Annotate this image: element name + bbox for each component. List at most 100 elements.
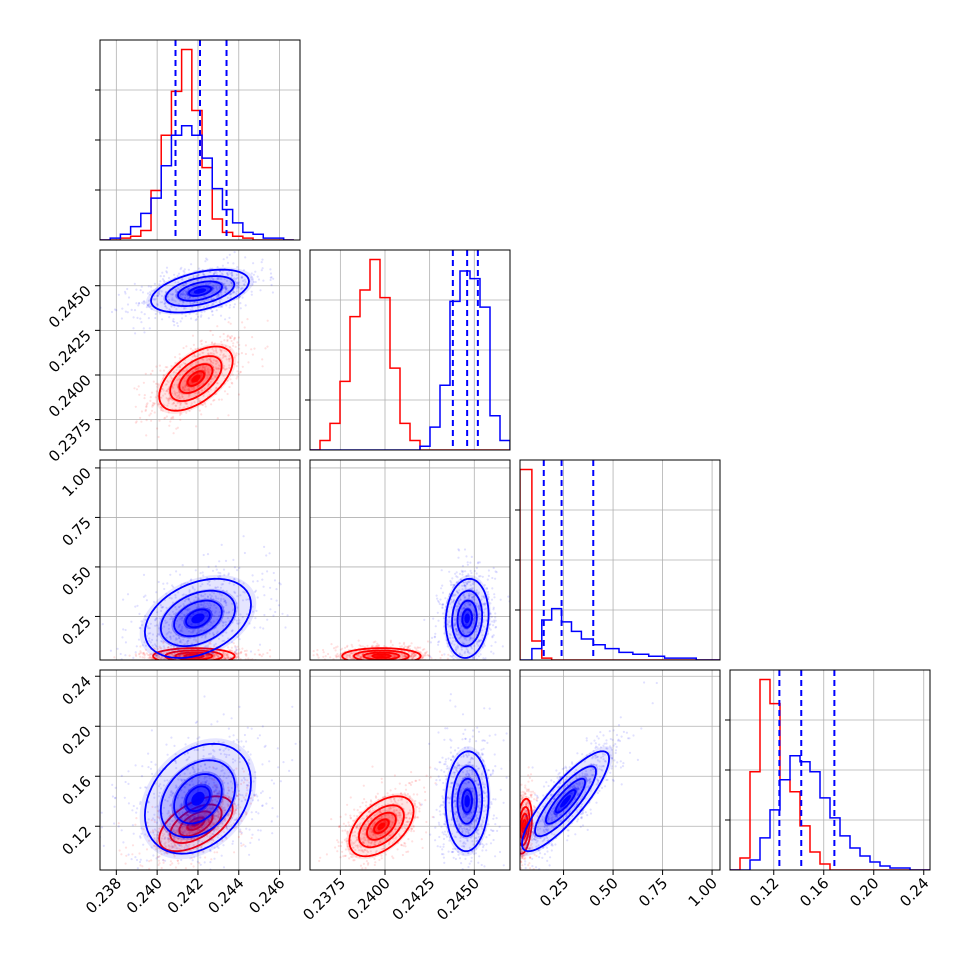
panel-frame <box>99 39 301 241</box>
contour-line <box>534 765 597 838</box>
histogram-series-b <box>100 48 294 240</box>
contour-line <box>178 810 214 837</box>
histogram-series-a <box>100 124 294 240</box>
panel-frame <box>99 669 301 871</box>
contour-line <box>158 795 234 853</box>
contour-line <box>451 765 483 838</box>
joint-panel-2-3 <box>519 669 721 871</box>
contour-line <box>461 789 473 814</box>
density-fill <box>560 795 571 808</box>
contour-line <box>186 370 206 387</box>
contour-line <box>185 785 211 812</box>
panel-frame <box>519 669 721 871</box>
contour-line <box>177 280 223 302</box>
x-tick-label: 0.20 <box>846 874 882 910</box>
panel-frame <box>99 249 301 451</box>
joint-panel-0-3 <box>99 669 301 871</box>
density-fill <box>464 795 470 808</box>
x-tick-label: 0.242 <box>164 874 207 917</box>
contour-line <box>341 647 422 660</box>
marginal-panel-2 <box>515 459 721 661</box>
panel-frame <box>729 669 931 871</box>
density-fill <box>376 655 387 657</box>
panel-frame <box>309 249 511 451</box>
marginal-panel-3 <box>725 669 931 871</box>
x-tick-label: 0.244 <box>205 874 248 917</box>
density-fill <box>523 822 525 830</box>
contour-line <box>554 789 577 814</box>
histogram-series-b <box>520 468 720 660</box>
y-tick-label: 0.2425 <box>45 326 95 376</box>
contour-line <box>185 608 211 629</box>
x-tick-label: 0.2425 <box>389 874 439 924</box>
contour-line <box>357 804 405 849</box>
contour-line <box>456 599 478 638</box>
y-tick-label: 0.25 <box>58 613 94 649</box>
contour-line <box>178 363 214 394</box>
contour-line <box>362 651 401 660</box>
x-tick-label: 0.25 <box>536 874 572 910</box>
contour-line <box>520 797 533 855</box>
contour-line <box>461 608 473 629</box>
y-tick-label: 1.00 <box>58 464 94 500</box>
x-tick-label: 0.246 <box>245 874 288 917</box>
histogram-series-b <box>730 678 930 870</box>
marginal-panel-0 <box>95 39 301 241</box>
contour-line <box>456 777 478 825</box>
contour-line <box>444 750 490 853</box>
density-fill <box>193 288 207 294</box>
x-tick-label: 0.12 <box>746 874 782 910</box>
panel-frame <box>309 669 511 871</box>
joint-panel-0-2 <box>99 459 301 661</box>
contour-line <box>348 795 415 858</box>
y-tick-label: 0.12 <box>58 822 94 858</box>
contour-line <box>159 759 237 839</box>
contour-line <box>451 589 483 648</box>
joint-panel-1-3 <box>309 669 511 871</box>
contour-line <box>164 275 236 308</box>
density-fill <box>191 791 205 806</box>
contour-line <box>373 818 390 834</box>
panel-frame <box>519 459 721 661</box>
density-fill <box>377 822 386 830</box>
contour-line <box>173 773 223 825</box>
x-tick-label: 0.16 <box>796 874 832 910</box>
histogram-series-b <box>310 258 510 450</box>
y-tick-label: 0.20 <box>58 722 94 758</box>
x-tick-label: 0.238 <box>82 874 125 917</box>
y-tick-label: 0.2400 <box>45 371 95 421</box>
density-fill <box>464 613 470 624</box>
contour-line <box>173 599 223 638</box>
x-tick-label: 0.2450 <box>433 874 483 924</box>
x-tick-label: 0.2400 <box>344 874 394 924</box>
x-tick-label: 0.24 <box>896 874 932 910</box>
histogram-series-a <box>310 270 510 450</box>
joint-panel-0-1 <box>99 249 301 451</box>
x-tick-label: 0.75 <box>635 874 671 910</box>
contour-line <box>169 355 223 402</box>
contour-line <box>520 806 531 847</box>
contour-line <box>143 577 252 659</box>
contour-line <box>444 577 490 659</box>
contour-line <box>174 651 214 660</box>
contour-line <box>352 649 410 660</box>
panel-frame <box>309 459 511 661</box>
histogram-series-a <box>520 607 720 660</box>
y-tick-label: 0.50 <box>58 563 94 599</box>
joint-panel-1-2 <box>309 459 511 661</box>
contour-line <box>544 777 587 825</box>
x-tick-label: 0.50 <box>586 874 622 910</box>
contour-line <box>159 589 237 647</box>
contour-line <box>143 742 252 855</box>
y-tick-label: 0.16 <box>58 772 94 808</box>
contour-line <box>186 816 206 831</box>
density-fill <box>191 374 201 383</box>
marginal-panel-1 <box>305 249 511 451</box>
contour-line <box>158 345 234 412</box>
y-tick-label: 0.24 <box>58 672 94 708</box>
panel-frame <box>99 459 301 661</box>
histogram-series-a <box>730 754 930 870</box>
density-fill <box>191 613 205 624</box>
contour-line <box>150 268 250 314</box>
y-tick-label: 0.2375 <box>45 416 95 466</box>
